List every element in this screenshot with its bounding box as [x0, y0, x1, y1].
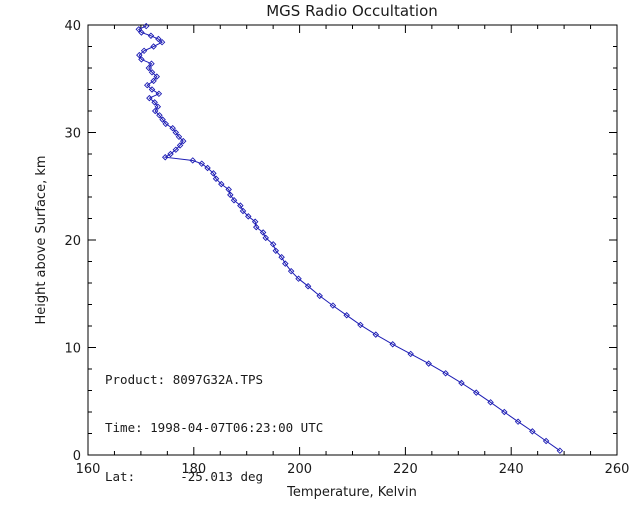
data-point-marker — [156, 112, 163, 119]
data-point-marker — [172, 129, 180, 136]
x-tick-label: 200 — [287, 462, 312, 477]
data-point-marker — [237, 202, 244, 209]
y-tick-label: 30 — [64, 127, 81, 142]
y-tick-label: 10 — [64, 342, 81, 357]
data-point-marker — [259, 229, 267, 236]
data-point-marker — [204, 164, 211, 172]
data-point-marker — [458, 379, 465, 387]
data-point-marker — [147, 32, 155, 39]
data-point-marker — [473, 389, 480, 396]
data-point-marker — [542, 437, 550, 445]
y-axis-label: Height above Surface, km — [34, 155, 49, 324]
data-point-marker — [287, 267, 295, 275]
data-point-marker — [138, 29, 145, 36]
data-point-marker — [269, 241, 277, 248]
x-tick-label: 180 — [181, 462, 206, 477]
data-point-marker — [230, 196, 238, 204]
annotation-line-product: Product: 8097G32A.TPS — [105, 371, 264, 387]
data-point-marker — [304, 282, 312, 290]
data-point-marker — [179, 137, 187, 145]
data-point-marker — [501, 408, 508, 416]
data-point-marker — [159, 116, 166, 123]
data-point-marker — [176, 142, 184, 149]
data-point-marker — [225, 186, 232, 193]
annotation-line-time: Time: 1998-04-07T06:23:00 UTC — [105, 420, 324, 436]
data-point-marker — [442, 370, 449, 377]
data-point-marker — [278, 253, 285, 261]
x-axis-label: Temperature, Kelvin — [286, 485, 417, 500]
data-point-marker — [425, 360, 432, 367]
data-point-marker — [251, 218, 259, 225]
x-tick-label: 220 — [393, 462, 418, 477]
data-point-marker — [210, 170, 217, 177]
data-point-marker — [295, 275, 302, 282]
data-point-marker — [212, 175, 220, 182]
data-point-marker — [175, 133, 183, 141]
data-point-marker — [189, 157, 196, 164]
data-point-marker — [162, 120, 169, 128]
x-tick-label: 240 — [499, 462, 524, 477]
data-point-marker — [155, 35, 162, 43]
data-point-marker — [154, 103, 162, 110]
data-point-marker — [148, 69, 156, 76]
data-point-marker — [146, 94, 153, 102]
chart-title: MGS Radio Occultation — [266, 2, 438, 20]
data-point-marker — [198, 160, 205, 167]
x-tick-label: 160 — [76, 462, 101, 477]
data-point-marker — [153, 73, 161, 80]
data-point-marker — [148, 60, 155, 67]
data-point-marker — [329, 302, 337, 309]
data-point-marker — [148, 86, 156, 93]
data-point-marker — [239, 207, 247, 215]
data-point-marker — [138, 56, 145, 63]
data-point-marker — [144, 81, 151, 89]
x-tick-label: 260 — [605, 462, 630, 477]
plot-content: 160 180 200 220 240 260 0 10 20 30 40 — [64, 19, 629, 477]
data-point-marker — [407, 350, 414, 358]
data-point-marker — [158, 38, 166, 46]
data-point-marker — [136, 51, 143, 59]
data-point-marker — [135, 26, 143, 33]
data-point-marker — [167, 150, 174, 158]
data-point-marker — [172, 146, 180, 153]
data-point-marker — [272, 247, 280, 254]
data-point-marker — [155, 90, 163, 98]
data-point-marker — [151, 107, 159, 115]
data-point-marker — [282, 260, 289, 267]
data-point-marker — [227, 191, 234, 199]
annotation-block: Product: 8097G32A.TPS Time: 1998-04-07T0… — [105, 339, 323, 512]
data-point-marker — [150, 43, 157, 50]
data-point-marker — [316, 292, 323, 300]
data-point-marker — [145, 64, 153, 72]
temperature-profile-line — [137, 25, 561, 452]
annotation-line-lat: Lat: -25.013 deg — [105, 469, 264, 485]
data-point-marker — [252, 223, 260, 231]
data-point-marker — [218, 180, 225, 188]
data-point-marker — [245, 213, 252, 220]
y-tick-label: 20 — [64, 234, 81, 249]
data-point-marker — [372, 331, 380, 338]
data-point-marker — [514, 418, 522, 425]
data-point-marker — [343, 312, 350, 319]
data-point-marker — [487, 399, 494, 406]
data-point-marker — [151, 99, 158, 106]
data-point-marker — [262, 234, 269, 242]
data-point-marker — [357, 321, 364, 329]
y-tick-label: 40 — [64, 19, 81, 34]
data-point-marker — [140, 47, 148, 55]
data-point-marker — [556, 447, 564, 454]
data-point-marker — [142, 22, 150, 30]
data-point-marker — [529, 428, 536, 435]
y-tick-label: 0 — [73, 449, 81, 464]
data-point-marker — [161, 153, 169, 161]
data-point-marker — [389, 341, 396, 348]
data-point-marker — [150, 77, 157, 85]
data-point-marker — [169, 124, 176, 132]
